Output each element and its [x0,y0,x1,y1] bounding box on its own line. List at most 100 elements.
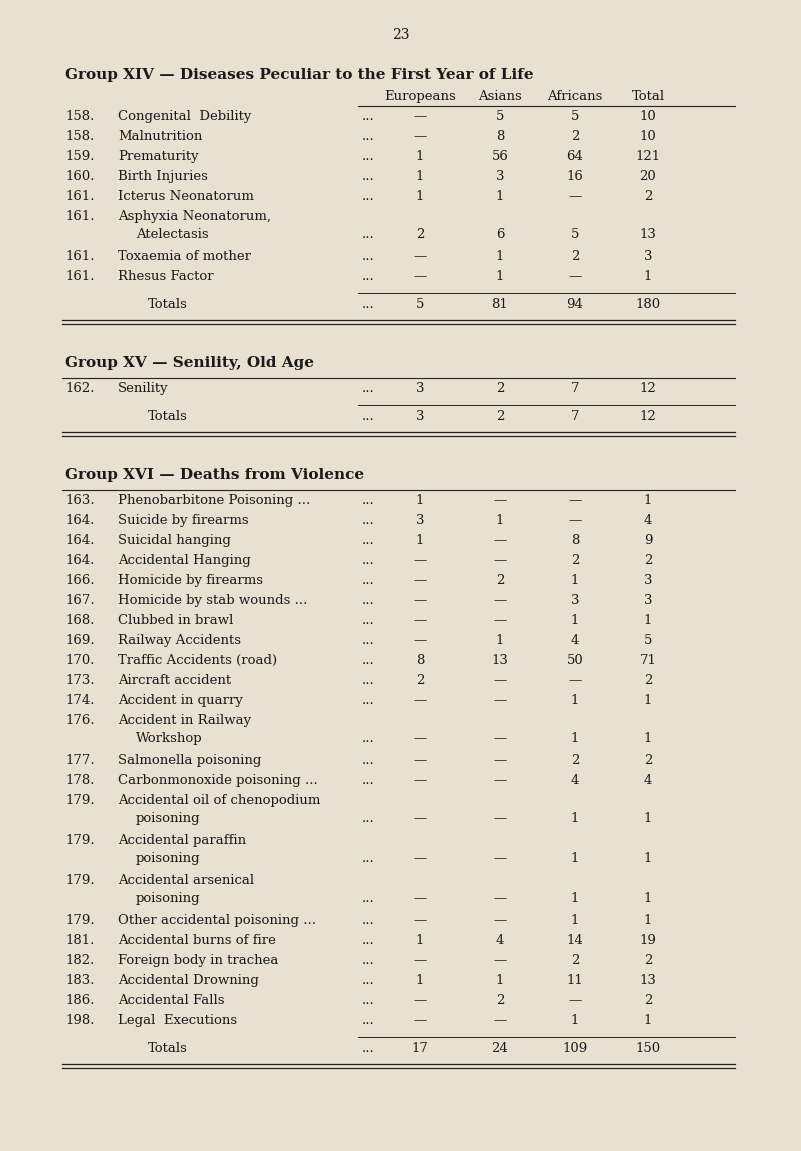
Text: 4: 4 [496,933,504,947]
Text: 4: 4 [644,773,652,787]
Text: Birth Injuries: Birth Injuries [118,170,208,183]
Text: —: — [493,954,506,967]
Text: —: — [493,613,506,627]
Text: 8: 8 [496,130,504,143]
Text: 64: 64 [566,150,583,163]
Text: 9: 9 [644,534,652,547]
Text: 1: 1 [644,811,652,825]
Text: 2: 2 [496,994,504,1007]
Text: Prematurity: Prematurity [118,150,199,163]
Text: 5: 5 [496,110,504,123]
Text: —: — [493,554,506,567]
Text: 1: 1 [571,574,579,587]
Text: —: — [413,613,427,627]
Text: 1: 1 [644,1014,652,1027]
Text: —: — [569,270,582,283]
Text: —: — [493,494,506,506]
Text: 161.: 161. [65,190,95,203]
Text: 1: 1 [416,150,425,163]
Text: 1: 1 [496,634,504,647]
Text: 24: 24 [492,1042,509,1055]
Text: 198.: 198. [65,1014,95,1027]
Text: —: — [493,594,506,607]
Text: Accidental burns of fire: Accidental burns of fire [118,933,276,947]
Text: 2: 2 [571,250,579,262]
Text: —: — [569,674,582,687]
Text: 1: 1 [644,494,652,506]
Text: 5: 5 [416,298,425,311]
Text: 160.: 160. [65,170,95,183]
Text: 180: 180 [635,298,661,311]
Text: Africans: Africans [547,90,602,102]
Text: —: — [493,694,506,707]
Text: 166.: 166. [65,574,95,587]
Text: Total: Total [631,90,665,102]
Text: 2: 2 [496,382,504,395]
Text: 2: 2 [571,554,579,567]
Text: Group XVI — Deaths from Violence: Group XVI — Deaths from Violence [65,468,364,482]
Text: —: — [413,130,427,143]
Text: —: — [413,994,427,1007]
Text: 11: 11 [566,974,583,988]
Text: 56: 56 [492,150,509,163]
Text: 161.: 161. [65,270,95,283]
Text: Group XIV — Diseases Peculiar to the First Year of Life: Group XIV — Diseases Peculiar to the Fir… [65,68,533,82]
Text: 1: 1 [644,694,652,707]
Text: ...: ... [362,994,375,1007]
Text: 13: 13 [639,228,657,241]
Text: 173.: 173. [65,674,95,687]
Text: 1: 1 [571,811,579,825]
Text: Rhesus Factor: Rhesus Factor [118,270,214,283]
Text: ...: ... [362,694,375,707]
Text: ...: ... [362,654,375,666]
Text: ...: ... [362,110,375,123]
Text: —: — [493,892,506,905]
Text: Carbonmonoxide poisoning ...: Carbonmonoxide poisoning ... [118,773,318,787]
Text: 162.: 162. [65,382,95,395]
Text: 179.: 179. [65,834,95,847]
Text: —: — [493,811,506,825]
Text: 177.: 177. [65,754,95,767]
Text: ...: ... [362,974,375,988]
Text: ...: ... [362,382,375,395]
Text: 159.: 159. [65,150,95,163]
Text: ...: ... [362,534,375,547]
Text: 158.: 158. [65,110,95,123]
Text: 169.: 169. [65,634,95,647]
Text: ...: ... [362,410,375,424]
Text: 7: 7 [571,382,579,395]
Text: —: — [569,190,582,203]
Text: 3: 3 [644,250,652,262]
Text: Asians: Asians [478,90,522,102]
Text: 3: 3 [571,594,579,607]
Text: —: — [493,754,506,767]
Text: 13: 13 [639,974,657,988]
Text: Accidental arsenical: Accidental arsenical [118,874,254,887]
Text: Suicidal hanging: Suicidal hanging [118,534,231,547]
Text: ...: ... [362,270,375,283]
Text: ...: ... [362,754,375,767]
Text: 1: 1 [416,933,425,947]
Text: 81: 81 [492,298,509,311]
Text: 179.: 179. [65,914,95,927]
Text: —: — [413,914,427,927]
Text: 5: 5 [571,110,579,123]
Text: 3: 3 [416,514,425,527]
Text: 186.: 186. [65,994,95,1007]
Text: Accidental paraffin: Accidental paraffin [118,834,246,847]
Text: 2: 2 [416,674,425,687]
Text: ...: ... [362,494,375,506]
Text: ...: ... [362,811,375,825]
Text: 1: 1 [496,250,504,262]
Text: —: — [493,674,506,687]
Text: 2: 2 [571,754,579,767]
Text: Salmonella poisoning: Salmonella poisoning [118,754,261,767]
Text: Foreign body in trachea: Foreign body in trachea [118,954,279,967]
Text: 3: 3 [416,382,425,395]
Text: 1: 1 [496,190,504,203]
Text: 1: 1 [571,694,579,707]
Text: 2: 2 [644,554,652,567]
Text: ...: ... [362,634,375,647]
Text: 179.: 179. [65,794,95,807]
Text: 8: 8 [571,534,579,547]
